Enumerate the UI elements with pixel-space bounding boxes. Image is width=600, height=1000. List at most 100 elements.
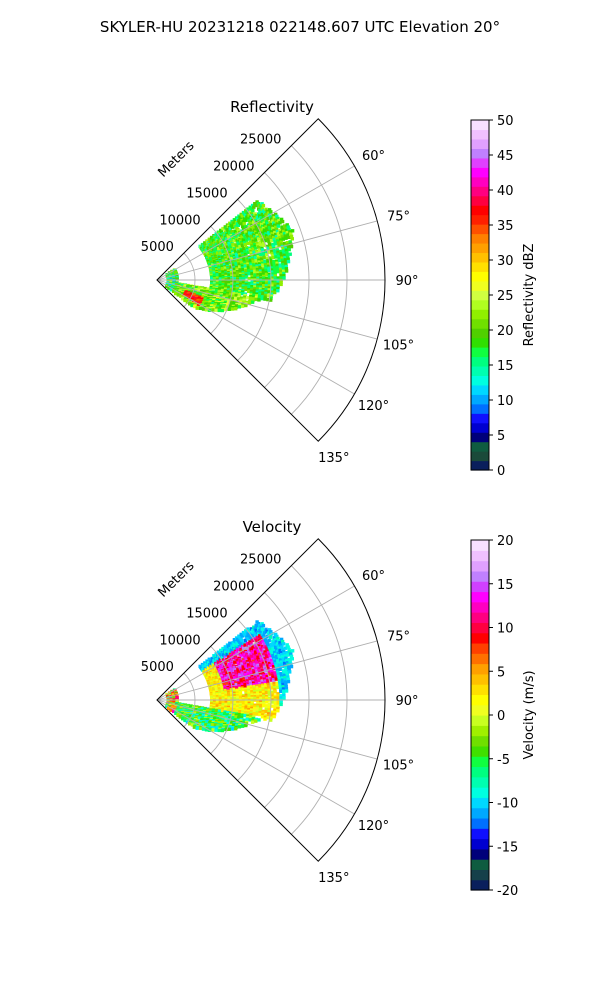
echo-cell: [241, 673, 245, 678]
echo-cell: [270, 710, 274, 714]
echo-cell: [256, 273, 260, 277]
echo-cell: [272, 216, 276, 220]
echo-cell: [262, 276, 266, 280]
echo-cell: [279, 240, 283, 244]
echo-cell: [235, 685, 239, 690]
echo-cell: [282, 652, 287, 656]
echo-cell: [280, 235, 285, 239]
echo-cell: [259, 656, 264, 660]
grid-spoke: [156, 585, 355, 701]
echo-cell: [254, 658, 258, 662]
echo-cell: [270, 288, 274, 292]
echo-cell: [267, 688, 271, 692]
echo-cell: [221, 226, 225, 231]
echo-cell: [267, 706, 271, 710]
echo-cell: [278, 658, 283, 662]
echo-cell: [216, 680, 220, 685]
echo-cell: [279, 694, 283, 698]
echo-cell: [287, 227, 291, 232]
echo-cell: [254, 203, 258, 208]
echo-cell: [278, 263, 282, 267]
echo-cell: [277, 639, 281, 643]
echo-cell: [209, 258, 213, 263]
echo-cell: [269, 262, 273, 266]
echo-cell: [282, 649, 286, 654]
echo-cell: [267, 690, 271, 694]
echo-cell: [283, 234, 287, 238]
echo-cell: [276, 276, 280, 280]
echo-cell: [262, 663, 266, 667]
echo-cell: [283, 226, 288, 230]
colorbar-tick-label: 40: [497, 184, 514, 199]
echo-cell: [251, 633, 255, 638]
echo-cell: [231, 263, 236, 267]
echo-cell: [238, 268, 242, 272]
echo-cell: [219, 251, 223, 255]
echo-cell: [220, 656, 225, 660]
echo-cell: [279, 696, 283, 700]
radial-axis-label: Meters: [156, 138, 198, 180]
echo-cell: [252, 261, 256, 265]
echo-cell: [284, 656, 288, 660]
echo-cell: [259, 674, 263, 678]
echo-cell: [258, 292, 262, 297]
echo-cell: [167, 286, 171, 290]
echo-cell: [257, 657, 261, 661]
velocity-colorbar: -20 -15 -10 -5 0 5 10 15 20 Velocity (m/s): [470, 534, 537, 899]
echo-cell: [287, 247, 291, 252]
echo-cell: [234, 252, 239, 256]
echo-cell: [268, 220, 272, 225]
echo-cell: [262, 655, 266, 659]
echo-field: [165, 620, 295, 733]
echo-cell: [266, 260, 270, 265]
echo-cell: [260, 681, 265, 686]
echo-cell: [271, 214, 275, 218]
echo-cell: [165, 284, 169, 288]
colorbar-segment: [471, 601, 489, 613]
echo-cell: [267, 708, 271, 712]
echo-cell: [267, 712, 271, 716]
echo-cell: [262, 255, 266, 259]
echo-cell: [269, 712, 274, 716]
echo-cell: [262, 272, 266, 277]
echo-cell: [218, 652, 222, 657]
echo-cell: [255, 288, 260, 293]
echo-cell: [281, 682, 285, 687]
echo-cell: [276, 241, 281, 245]
echo-cell: [273, 660, 277, 664]
echo-cell: [269, 630, 273, 634]
echo-cell: [220, 708, 225, 713]
echo-cell: [258, 689, 263, 693]
echo-cell: [263, 681, 267, 685]
echo-cell: [248, 296, 253, 300]
echo-cell: [284, 264, 288, 269]
echo-cell: [275, 248, 280, 252]
echo-cell: [273, 286, 277, 290]
echo-cell: [263, 223, 267, 227]
echo-cell: [261, 683, 265, 687]
echo-cell: [212, 273, 217, 277]
echo-cell: [265, 222, 270, 226]
echo-cell: [258, 287, 263, 291]
colorbar-tick-label: -20: [497, 884, 518, 899]
echo-cell: [223, 660, 227, 665]
echo-cell: [262, 284, 266, 288]
echo-cell: [289, 232, 293, 236]
echo-cell: [280, 242, 284, 246]
echo-cell: [286, 233, 290, 237]
colorbar-segment: [471, 807, 489, 819]
echo-cell: [262, 253, 266, 258]
echo-cell: [272, 712, 277, 717]
theta-tick-label: 75°: [387, 209, 410, 224]
echo-cell: [279, 276, 283, 280]
echo-cell: [234, 293, 238, 298]
echo-cell: [271, 677, 276, 682]
echo-cell: [255, 708, 260, 713]
echo-cell: [210, 282, 214, 286]
echo-cell: [233, 282, 237, 286]
echo-cell: [238, 710, 242, 714]
theta-tick-label: 90°: [395, 694, 418, 709]
echo-cell: [261, 287, 266, 292]
colorbar-segment: [471, 591, 489, 603]
r-tick-label: 20000: [213, 160, 254, 175]
